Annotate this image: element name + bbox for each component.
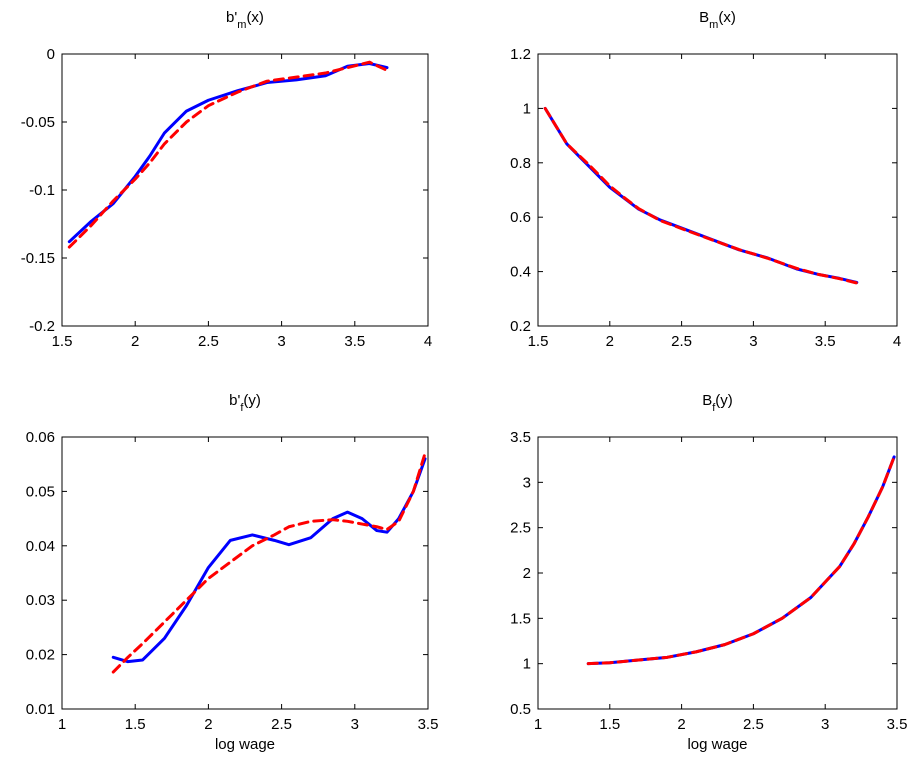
title-part: b' xyxy=(226,9,237,26)
y-tick-label: 0.4 xyxy=(510,264,531,281)
x-tick-label: 3.5 xyxy=(418,716,439,733)
title-part: (y) xyxy=(243,392,261,409)
title-part: (x) xyxy=(718,9,736,26)
chart-title: Bf(y) xyxy=(702,392,733,414)
y-tick-label: 1.2 xyxy=(510,46,531,63)
x-tick-label: 3 xyxy=(821,716,829,733)
x-tick-label: 3.5 xyxy=(344,333,365,350)
data-line xyxy=(111,457,427,664)
subplot: 1.5 2 2.5 3 3.5 4 0.2 0.4 0.6 0.8 1 1.2 Bm(x) xyxy=(510,9,901,350)
y-tick-label: 2.5 xyxy=(510,520,531,537)
plot-frame xyxy=(537,53,898,327)
y-tick-label: 1 xyxy=(523,100,531,117)
y-tick-label: 0.02 xyxy=(26,647,55,664)
data-line xyxy=(543,106,859,285)
data-line xyxy=(111,451,427,674)
x-tick-label: 2.5 xyxy=(743,716,764,733)
data-line xyxy=(67,62,389,244)
y-tick-label: -0.05 xyxy=(21,114,55,131)
chart-title: b'm(x) xyxy=(226,9,264,31)
y-tick-label: 0.5 xyxy=(510,701,531,718)
title-part: f xyxy=(712,402,716,414)
chart-title: b'f(y) xyxy=(229,392,261,414)
y-tick-label: 0.2 xyxy=(510,318,531,335)
x-tick-label: 3 xyxy=(351,716,359,733)
x-tick-label: 2.5 xyxy=(198,333,219,350)
subplot: 1 1.5 2 2.5 3 3.5 0.01 0.02 0.03 0.04 0.05 0.06 b'f(… xyxy=(26,392,439,753)
y-tick-label: 0.04 xyxy=(26,538,55,555)
x-tick-label: 4 xyxy=(424,333,432,350)
y-tick-label: 0.8 xyxy=(510,155,531,172)
x-tick-label: 2 xyxy=(204,716,212,733)
x-tick-label: 1.5 xyxy=(599,716,620,733)
y-tick-label: 3 xyxy=(523,474,531,491)
x-tick-label: 3.5 xyxy=(887,716,908,733)
x-tick-label: 1.5 xyxy=(528,333,549,350)
plot-frame xyxy=(537,436,898,710)
data-line xyxy=(67,60,389,249)
x-tick-label: 1.5 xyxy=(125,716,146,733)
chart-title: Bm(x) xyxy=(699,9,736,31)
x-tick-label: 2.5 xyxy=(671,333,692,350)
plot-frame xyxy=(61,436,429,710)
x-tick-label: 4 xyxy=(893,333,901,350)
subplot: 1.5 2 2.5 3 3.5 4 -0.2 -0.15 -0.1 -0.05 0 b'm(x) xyxy=(21,9,432,350)
x-tick-label: 3 xyxy=(277,333,285,350)
y-tick-label: 0.01 xyxy=(26,701,55,718)
data-line xyxy=(586,455,896,666)
title-part: (x) xyxy=(246,9,264,26)
y-tick-label: -0.1 xyxy=(29,182,55,199)
y-tick-label: 0.06 xyxy=(26,429,55,446)
x-tick-label: 2 xyxy=(131,333,139,350)
x-tick-label: 2 xyxy=(677,716,685,733)
data-line xyxy=(543,106,859,284)
title-part: b' xyxy=(229,392,240,409)
subplot: 1 1.5 2 2.5 3 3.50.511.522.533.5Bf(y)log wage xyxy=(510,392,907,753)
x-axis-label: log wage xyxy=(687,736,747,753)
y-tick-label: 0.6 xyxy=(510,209,531,226)
y-tick-label: 0.03 xyxy=(26,592,55,609)
plot-frame xyxy=(61,53,429,327)
title-part: B xyxy=(702,392,712,409)
y-tick-label: 2 xyxy=(523,565,531,582)
y-tick-label: 1.5 xyxy=(510,610,531,627)
y-tick-label: -0.2 xyxy=(29,318,55,335)
title-part: m xyxy=(237,19,246,31)
data-line xyxy=(586,455,896,666)
x-tick-label: 1 xyxy=(534,716,542,733)
x-axis-label: log wage xyxy=(215,736,275,753)
title-part: f xyxy=(240,402,244,414)
x-tick-label: 2.5 xyxy=(271,716,292,733)
x-tick-label: 3 xyxy=(749,333,757,350)
x-tick-label: 1.5 xyxy=(52,333,73,350)
x-tick-label: 2 xyxy=(606,333,614,350)
y-tick-label: 1 xyxy=(523,656,531,673)
x-tick-label: 1 xyxy=(58,716,66,733)
y-tick-label: 3.5 xyxy=(510,429,531,446)
y-tick-label: -0.15 xyxy=(21,250,55,267)
title-part: m xyxy=(709,19,718,31)
y-tick-label: 0.05 xyxy=(26,483,55,500)
x-tick-label: 3.5 xyxy=(815,333,836,350)
y-tick-label: 0 xyxy=(47,46,55,63)
title-part: (y) xyxy=(715,392,733,409)
title-part: B xyxy=(699,9,709,26)
